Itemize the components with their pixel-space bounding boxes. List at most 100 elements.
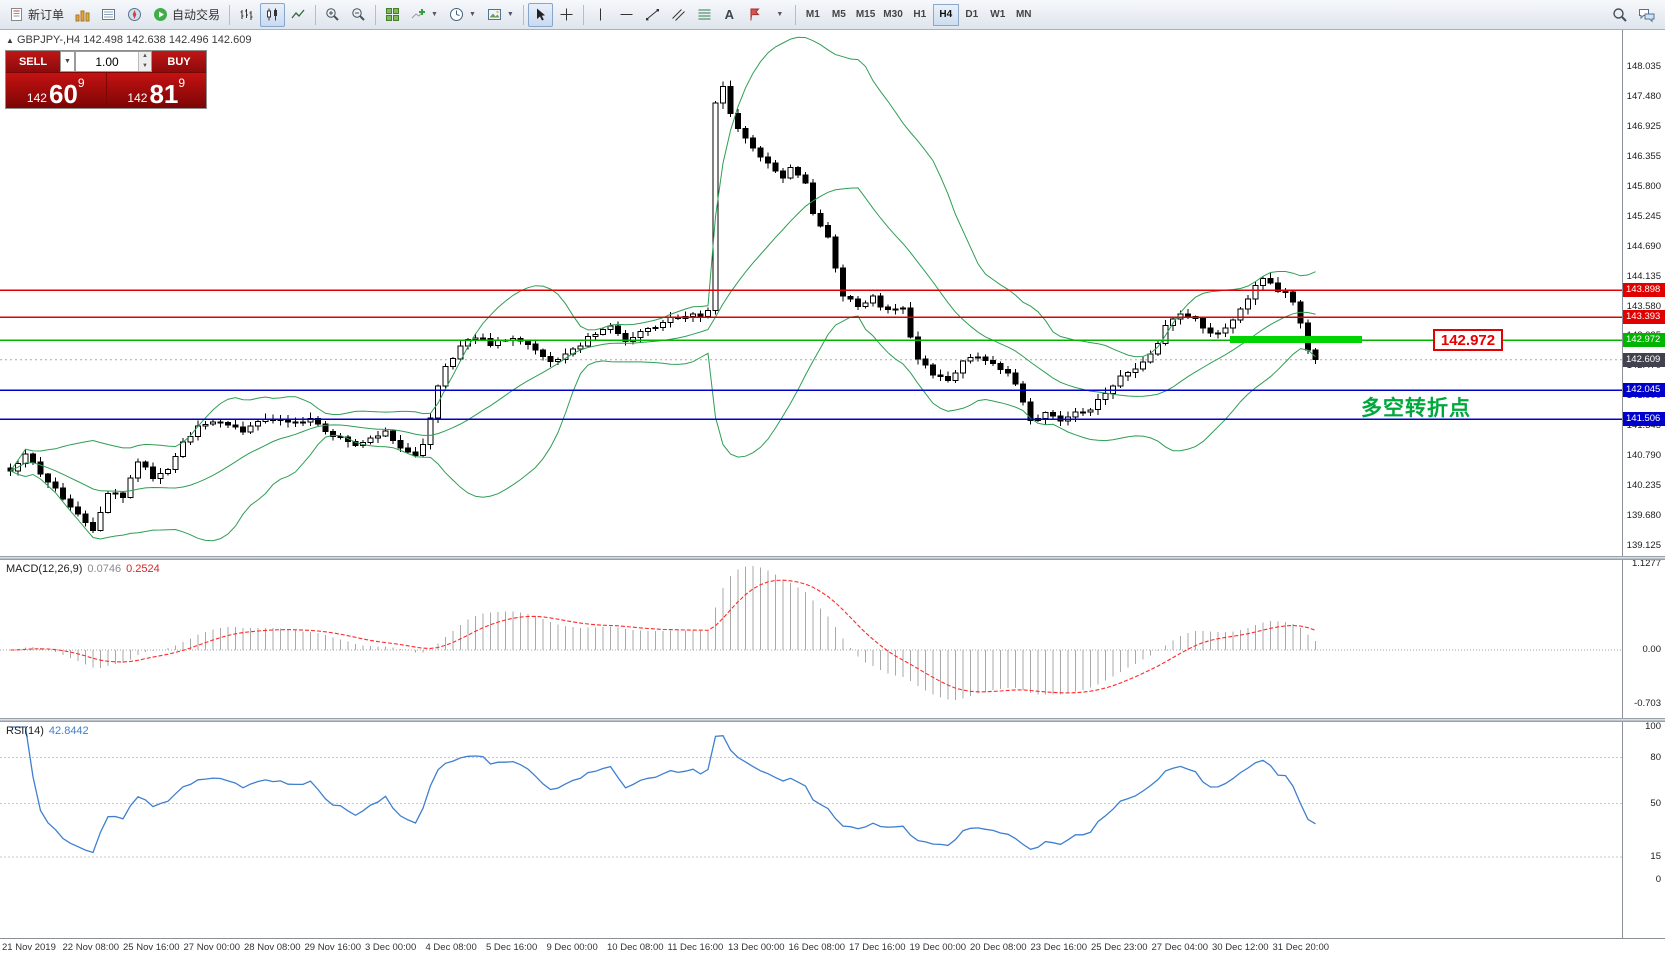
volume-preset-dropdown[interactable]: ▼ [60,51,75,72]
bar-chart-button[interactable] [234,3,259,27]
data-window-icon [101,7,116,22]
timeframe-h4[interactable]: H4 [932,3,959,26]
stepper-up-icon[interactable]: ▲ [139,52,151,62]
channel-tool-button[interactable] [666,3,691,27]
toolbar-separator [794,4,796,25]
fibonacci-icon [697,7,712,22]
time-axis-label: 29 Nov 16:00 [304,942,362,953]
fibonacci-tool-button[interactable] [692,3,717,27]
time-axis-label: 11 Dec 16:00 [667,942,724,953]
indicators-button[interactable]: ▼ [406,3,443,27]
autotrade-icon [153,7,168,22]
auto-trading-button[interactable]: 自动交易 [148,3,225,27]
sell-price-figure: 142 [26,91,47,105]
data-window-button[interactable] [96,3,121,27]
time-axis-label: 5 Dec 16:00 [486,942,538,953]
toolbar-separator [582,4,584,25]
price-axis-tick: 144.690 [1626,240,1661,252]
trendline-tool-button[interactable] [640,3,665,27]
price-axis-tick: 139.125 [1626,540,1661,552]
price-axis-tick: 145.800 [1626,180,1661,192]
price-axis-tick: 139.680 [1626,510,1661,522]
crosshair-tool-button[interactable] [554,3,579,27]
sell-price-display[interactable]: 142 60 9 [6,73,106,108]
panel-splitter[interactable] [0,718,1665,722]
cursor-icon [533,7,548,22]
tile-windows-button[interactable] [380,3,405,27]
time-axis-label: 20 Dec 08:00 [970,942,1027,953]
sell-button[interactable]: SELL [6,51,60,72]
arrow-label-icon [747,7,762,22]
timeframe-m5[interactable]: M5 [831,9,846,20]
buy-price-display[interactable]: 142 81 9 [106,73,206,109]
cursor-tool-button[interactable] [527,2,553,27]
price-axis-tick: 145.245 [1626,210,1661,222]
horizontal-line-icon [619,7,634,22]
buy-price-pips: 81 [149,79,179,109]
chart-symbol-info: ▲ GBPJPY-,H4 142.498 142.638 142.496 142… [6,34,251,46]
volume-input[interactable] [76,52,138,71]
macd-axis-tick: -0.703 [1634,697,1661,709]
panel-splitter[interactable] [0,556,1665,560]
time-axis[interactable]: 21 Nov 2019 22 Nov 08:00 25 Nov 16:00 27 No… [0,938,1665,956]
vertical-line-tool-button[interactable] [588,3,613,27]
time-axis-label: 28 Nov 08:00 [244,942,301,953]
price-axis-tick: 147.480 [1626,90,1661,102]
macd-main-value: 0.0746 [87,563,122,575]
timeframe-m1[interactable]: M1 [805,9,820,20]
rsi-chart[interactable] [0,722,1622,938]
period-button[interactable]: ▼ [444,3,481,27]
candlestick-chart[interactable] [0,30,1622,556]
buy-button[interactable]: BUY [152,51,206,72]
time-axis-label: 23 Dec 16:00 [1030,942,1088,953]
time-axis-label: 9 Dec 00:00 [546,942,598,953]
toolbar-separator [522,4,524,25]
template-button[interactable]: ▼ [482,3,519,27]
chevron-down-icon: ▼ [64,58,71,65]
auto-trading-label: 自动交易 [172,8,221,22]
draw-more-icon: ▼ [776,11,784,18]
time-axis-label: 30 Dec 12:00 [1212,942,1269,953]
price-axis-tick: 140.235 [1626,480,1661,492]
timeframe-m30[interactable]: M30 [883,9,903,20]
timeframe-d1[interactable]: D1 [965,9,979,20]
search-icon [1612,7,1628,23]
navigator-button[interactable] [122,3,147,27]
price-axis-tick: 144.135 [1626,270,1661,282]
candlestick-chart-button[interactable] [260,2,286,27]
timeframe-mn[interactable]: MN [1015,9,1032,20]
sell-price-pips: 60 [48,79,78,109]
timeframe-group: M1 M5 M15 M30 H1 H4 D1 W1 MN [800,3,1037,26]
tile-windows-icon [385,7,400,22]
stepper-down-icon[interactable]: ▼ [139,61,151,71]
timeframe-h1[interactable]: H1 [913,9,927,20]
toolbar-right-group [1607,3,1661,27]
macd-chart[interactable] [0,560,1622,718]
zoom-in-button[interactable] [320,3,345,27]
symbol-ohlc-text: GBPJPY-,H4 142.498 142.638 142.496 142.6… [16,34,252,46]
price-axis[interactable]: 148.035 147.480 146.925 146.355 145.800 145.2… [1622,30,1665,938]
chat-button[interactable] [1633,3,1661,27]
timeframe-m15[interactable]: M15 [855,9,876,20]
line-chart-button[interactable] [286,3,311,27]
timeframe-w1[interactable]: W1 [990,9,1006,20]
level-price-label: 143.898 [1623,283,1665,297]
price-tag-142972[interactable]: 142.972 [1433,329,1503,351]
arrow-label-tool-button[interactable] [742,3,767,27]
horizontal-line-tool-button[interactable] [614,3,639,27]
price-axis-tick: 140.790 [1626,450,1661,462]
search-button[interactable] [1607,3,1633,27]
price-axis-tick: 143.580 [1626,300,1661,312]
market-watch-button[interactable] [70,3,95,27]
rsi-axis-tick: 80 [1650,751,1661,763]
text-icon: A [724,7,735,22]
crosshair-icon [559,7,574,22]
level-price-label: 141.506 [1623,412,1665,426]
zoom-out-button[interactable] [346,3,371,27]
new-order-button[interactable]: 新订单 [4,3,69,27]
volume-field-wrap: ▲ ▼ [75,51,152,72]
draw-more-button[interactable]: ▼ [768,3,791,27]
text-tool-button[interactable]: A [718,3,741,27]
chevron-down-icon: ▼ [468,11,476,18]
